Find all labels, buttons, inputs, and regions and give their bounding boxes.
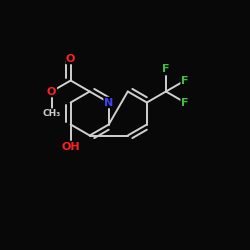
Text: O: O bbox=[47, 86, 56, 97]
Text: F: F bbox=[162, 64, 170, 74]
Text: F: F bbox=[181, 98, 189, 108]
Text: CH₃: CH₃ bbox=[42, 109, 61, 118]
Text: OH: OH bbox=[61, 142, 80, 152]
Text: O: O bbox=[66, 54, 75, 64]
Text: F: F bbox=[181, 76, 189, 86]
Text: N: N bbox=[104, 98, 114, 108]
